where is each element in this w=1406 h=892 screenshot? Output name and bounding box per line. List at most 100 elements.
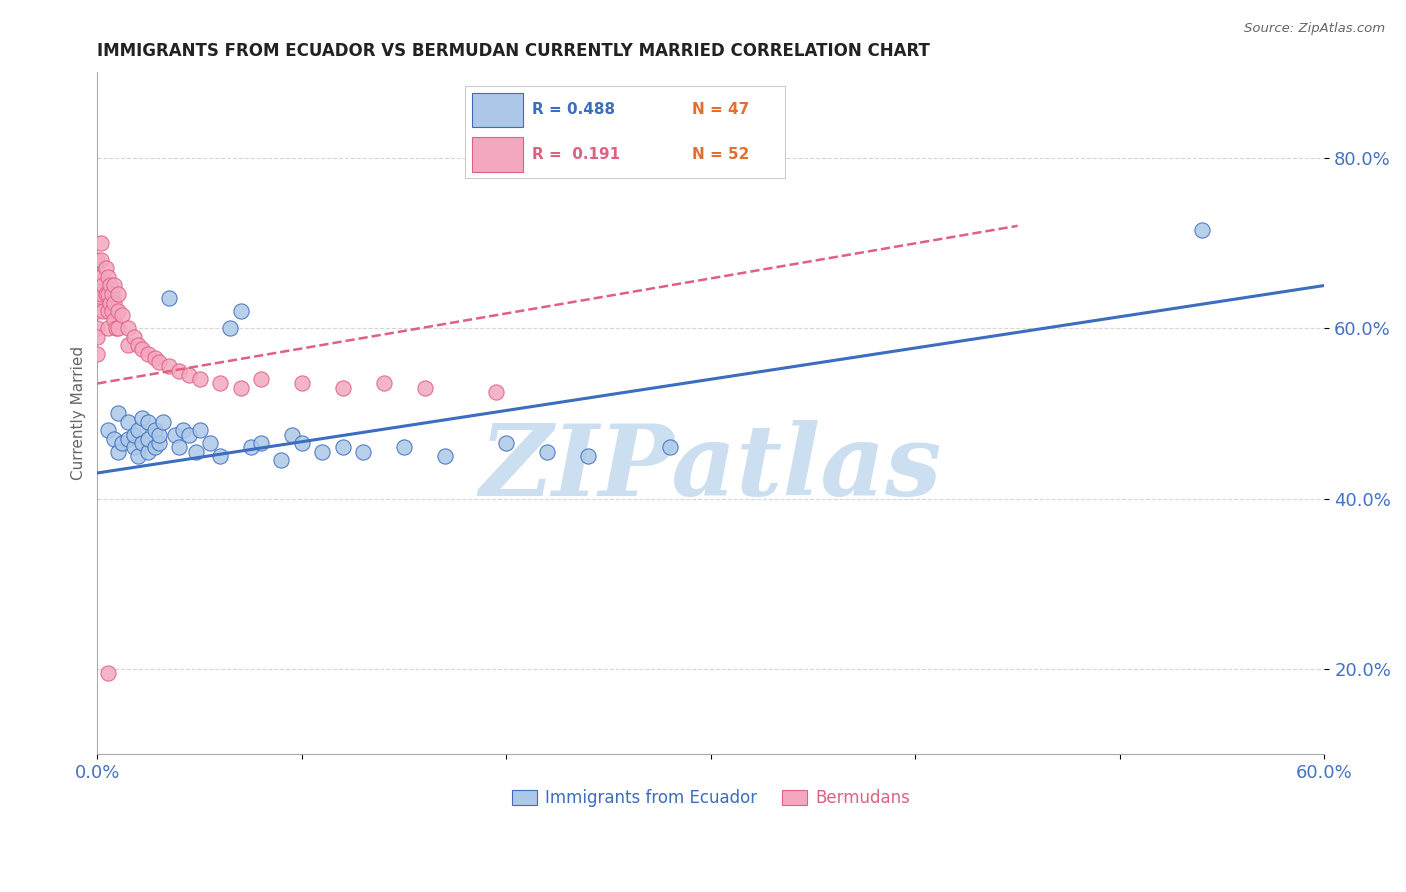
Point [97, 321, 120, 335]
Point [239, 441, 262, 455]
Point [148, 436, 170, 450]
Text: Source: ZipAtlas.com: Source: ZipAtlas.com [1244, 22, 1385, 36]
Point [86, 304, 108, 318]
Point [107, 287, 129, 301]
Point [250, 436, 273, 450]
Point [93, 304, 115, 318]
Point [90, 287, 112, 301]
Point [143, 441, 166, 455]
Point [103, 432, 125, 446]
Point [152, 415, 174, 429]
Point [94, 287, 117, 301]
Point [229, 381, 252, 395]
Point [576, 449, 599, 463]
Point [93, 278, 115, 293]
Point [157, 359, 180, 374]
Point [209, 376, 232, 391]
Point [352, 444, 374, 458]
Point [184, 444, 207, 458]
Point [434, 449, 457, 463]
Point [229, 304, 252, 318]
Point [373, 376, 395, 391]
Point [172, 423, 194, 437]
Point [209, 449, 232, 463]
Point [138, 415, 160, 429]
Point [148, 427, 170, 442]
Point [148, 355, 170, 369]
Legend: Immigrants from Ecuador, Bermudans: Immigrants from Ecuador, Bermudans [505, 782, 917, 814]
Point [86, 278, 108, 293]
Point [127, 449, 149, 463]
Point [143, 423, 166, 437]
Point [111, 308, 134, 322]
Point [188, 423, 211, 437]
Point [122, 427, 145, 442]
Point [179, 368, 201, 382]
Point [97, 269, 120, 284]
Point [86, 252, 108, 267]
Point [86, 346, 108, 360]
Point [94, 261, 117, 276]
Point [86, 269, 108, 284]
Point [86, 321, 108, 335]
Point [332, 441, 354, 455]
Point [167, 364, 190, 378]
Point [659, 441, 682, 455]
Point [165, 427, 187, 442]
Point [179, 427, 201, 442]
Point [413, 381, 436, 395]
Point [122, 441, 145, 455]
Point [107, 406, 129, 420]
Point [117, 321, 139, 335]
Point [97, 304, 120, 318]
Point [138, 432, 160, 446]
Point [138, 346, 160, 360]
Point [291, 376, 314, 391]
Point [157, 291, 180, 305]
Point [270, 453, 292, 467]
Point [1191, 223, 1213, 237]
Y-axis label: Currently Married: Currently Married [72, 346, 86, 481]
Point [97, 423, 120, 437]
Point [104, 321, 127, 335]
Point [127, 423, 149, 437]
Point [103, 295, 125, 310]
Point [97, 666, 120, 681]
Point [107, 321, 129, 335]
Point [100, 304, 122, 318]
Point [392, 441, 415, 455]
Point [131, 410, 153, 425]
Point [103, 312, 125, 326]
Point [117, 338, 139, 352]
Point [117, 415, 139, 429]
Point [131, 436, 153, 450]
Point [143, 351, 166, 365]
Point [485, 384, 508, 399]
Point [167, 441, 190, 455]
Point [103, 278, 125, 293]
Point [250, 372, 273, 386]
Point [332, 381, 354, 395]
Point [107, 304, 129, 318]
Point [311, 444, 333, 458]
Point [122, 329, 145, 343]
Point [131, 343, 153, 357]
Point [280, 427, 302, 442]
Point [219, 321, 242, 335]
Point [107, 444, 129, 458]
Point [291, 436, 314, 450]
Point [495, 436, 517, 450]
Point [111, 436, 134, 450]
Point [536, 444, 558, 458]
Point [86, 329, 108, 343]
Point [138, 444, 160, 458]
Point [198, 436, 221, 450]
Point [90, 252, 112, 267]
Point [98, 278, 121, 293]
Point [97, 287, 120, 301]
Point [98, 295, 121, 310]
Point [90, 235, 112, 250]
Point [90, 269, 112, 284]
Point [100, 287, 122, 301]
Point [117, 432, 139, 446]
